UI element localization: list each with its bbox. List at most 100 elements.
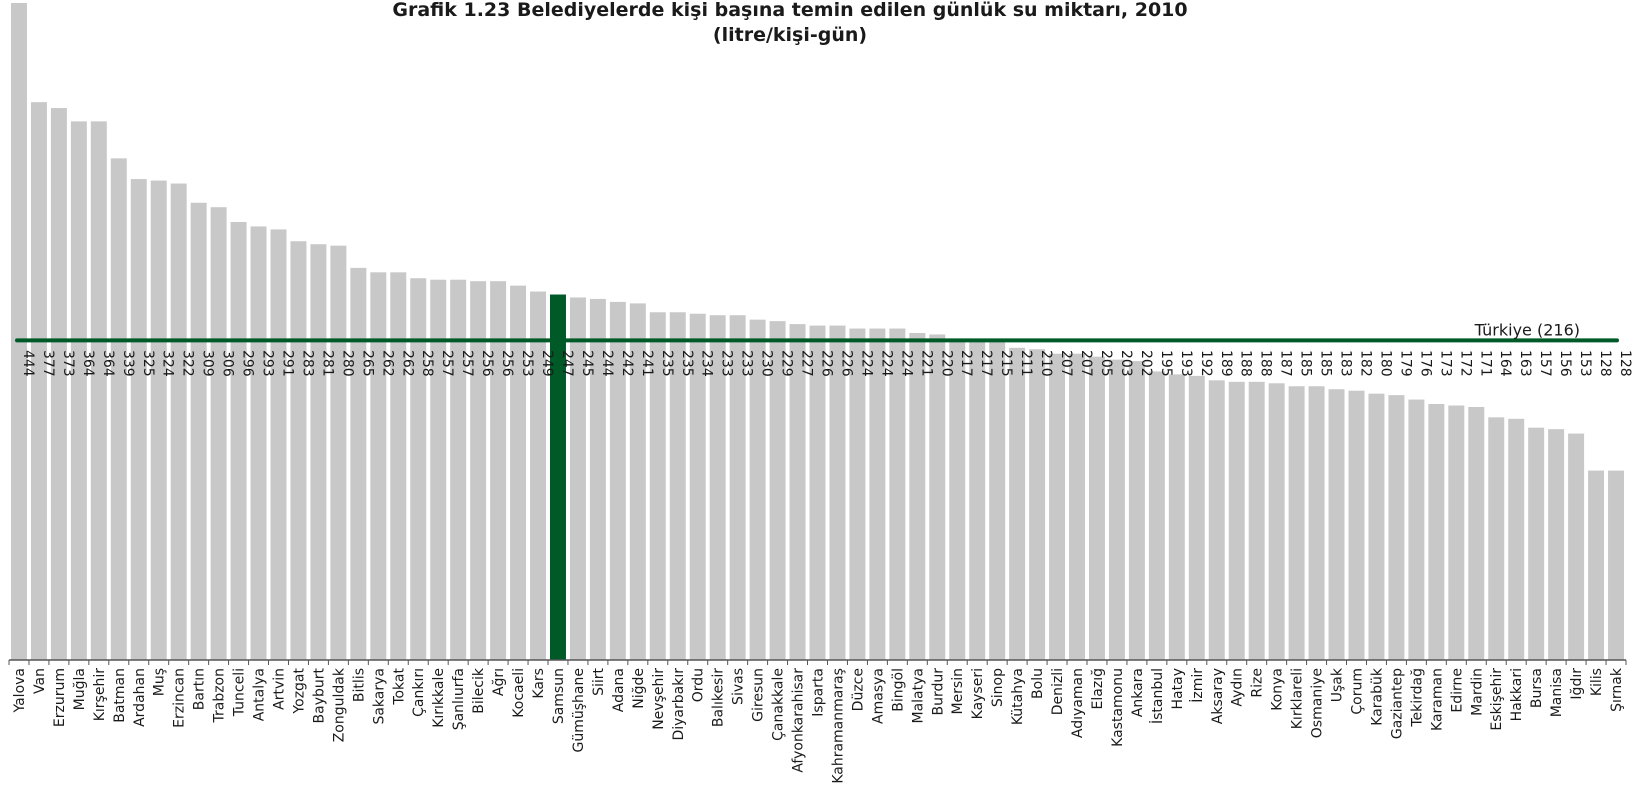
value-label-yalova: 444 (20, 350, 36, 377)
value-label-bolu: 210 (1038, 350, 1054, 377)
value-label-artvin: 291 (280, 350, 296, 377)
bar-siirt (589, 298, 606, 660)
value-label-hatay: 193 (1178, 350, 1194, 377)
value-label-karabuk: 180 (1377, 350, 1393, 377)
bar-osmaniye (1308, 386, 1325, 660)
category-label-karaman: Karaman (1429, 668, 1445, 731)
category-label-izmir: İzmir (1188, 668, 1206, 703)
bar-afyonkarahisar (789, 324, 806, 660)
bar-ardahan (130, 179, 147, 660)
value-label-giresun: 230 (759, 350, 775, 377)
category-label-sanliurfa: Şanlıurfa (451, 668, 467, 730)
bar-hatay (1168, 374, 1185, 660)
value-label-kars: 249 (539, 350, 555, 377)
bar-bursa (1528, 427, 1545, 660)
category-label-canakkale: Çanakkale (771, 668, 787, 741)
category-label-erzurum: Erzurum (52, 668, 68, 727)
value-label-adana: 242 (619, 350, 635, 377)
category-label-bartin: Bartın (192, 668, 208, 710)
category-label-trabzon: Trabzon (212, 668, 228, 724)
value-label-sivas: 233 (739, 350, 755, 377)
value-label-ardahan: 325 (140, 350, 156, 377)
bar-ordu (689, 313, 706, 660)
category-label-artvin: Artvin (272, 668, 288, 710)
value-label-kayseri: 217 (978, 350, 994, 377)
category-label-eskisehir: Eskişehir (1489, 668, 1505, 731)
bar-corum (1348, 390, 1365, 660)
value-label-sanliurfa: 257 (459, 350, 475, 377)
bar-bingol (889, 328, 906, 660)
value-label-izmir: 192 (1198, 350, 1214, 377)
bar-mugla (70, 121, 87, 660)
category-label-balikesir: Balıkesir (711, 668, 727, 727)
bar-kocaeli (510, 285, 527, 660)
value-label-canakkale: 229 (779, 350, 795, 377)
bar-gaziantep (1388, 395, 1405, 660)
category-label-kars: Kars (531, 668, 547, 699)
value-label-eskisehir: 164 (1497, 350, 1513, 377)
category-label-nevsehir: Nevşehir (651, 668, 667, 730)
category-label-aksaray: Aksaray (1210, 668, 1226, 724)
value-label-antalya: 293 (260, 350, 276, 377)
bar-hakkari (1508, 418, 1525, 660)
value-label-igdir: 153 (1577, 350, 1593, 377)
category-label-gaziantep: Gaziantep (1389, 668, 1405, 739)
bar-izmir (1188, 375, 1205, 660)
chart-subtitle: (litre/kişi-gün) (712, 24, 868, 46)
bar-giresun (749, 319, 766, 660)
value-label-agri: 256 (499, 350, 515, 377)
category-label-kahramanmaras: Kahramanmaraş (830, 668, 846, 784)
value-label-batman: 339 (120, 350, 136, 377)
category-labels-group: Yalova Van Erzurum Muğla Kırşehir Batman Ardah… (12, 667, 1625, 784)
category-label-istanbul: İstanbul (1148, 668, 1166, 724)
category-label-kutahya: Kütahya (1010, 668, 1026, 725)
bar-sanliurfa (450, 279, 467, 660)
value-label-osmaniye: 185 (1318, 350, 1334, 377)
bar-kayseri (969, 338, 986, 660)
chart-title: Grafik 1.23 Belediyelerde kişi başına te… (0, 0, 1580, 48)
category-label-yalova: Yalova (12, 668, 28, 714)
category-label-ordu: Ordu (691, 668, 707, 702)
category-label-kirsehir: Kırşehir (92, 668, 108, 721)
value-label-kahramanmaras: 226 (838, 350, 854, 377)
category-label-mugla: Muğla (72, 668, 88, 710)
bar-balikesir (709, 315, 726, 660)
bar-elazig (1089, 356, 1105, 660)
value-label-balikesir: 233 (719, 350, 735, 377)
bar-canakkale (769, 321, 786, 660)
category-label-sivas: Sivas (731, 668, 747, 705)
value-label-diyarbakir: 235 (679, 350, 695, 377)
category-label-hakkari: Hakkari (1509, 668, 1525, 721)
category-label-isparta: Isparta (811, 668, 827, 717)
bar-bitlis (350, 267, 367, 660)
category-label-amasya: Amasya (870, 668, 886, 724)
category-label-sakarya: Sakarya (371, 668, 387, 725)
category-label-adana: Adana (611, 668, 627, 712)
value-label-cankiri: 258 (419, 350, 435, 377)
value-label-tokat: 262 (399, 350, 415, 377)
category-label-bingol: Bingöl (890, 668, 906, 712)
category-label-burdur: Burdur (930, 668, 946, 716)
bar-tokat (390, 272, 407, 660)
value-label-kastamonu: 203 (1118, 350, 1134, 377)
bar-kars (530, 291, 546, 660)
value-label-kocaeli: 253 (519, 350, 535, 377)
bar-karaman (1428, 404, 1445, 660)
bar-duzce (849, 328, 866, 660)
category-label-bitlis: Bitlis (351, 668, 367, 702)
reference-line-label: Türkiye (216) (1474, 320, 1580, 339)
bar-gumushane (569, 297, 586, 660)
category-label-tekirdag: Tekirdağ (1409, 668, 1425, 728)
bar-mus (150, 180, 167, 660)
bar-sirnak (1608, 470, 1624, 660)
value-label-trabzon: 306 (220, 350, 236, 377)
value-label-erzincan: 322 (180, 350, 196, 377)
category-label-cankiri: Çankırı (411, 668, 427, 717)
category-label-karabuk: Karabük (1369, 667, 1385, 726)
category-label-kastamonu: Kastamonu (1110, 668, 1126, 747)
bar-rize (1248, 381, 1265, 660)
bar-bartin (190, 202, 207, 660)
category-label-kilis: Kilis (1589, 668, 1605, 696)
category-label-giresun: Giresun (751, 668, 767, 722)
bar-nigde (629, 303, 646, 660)
